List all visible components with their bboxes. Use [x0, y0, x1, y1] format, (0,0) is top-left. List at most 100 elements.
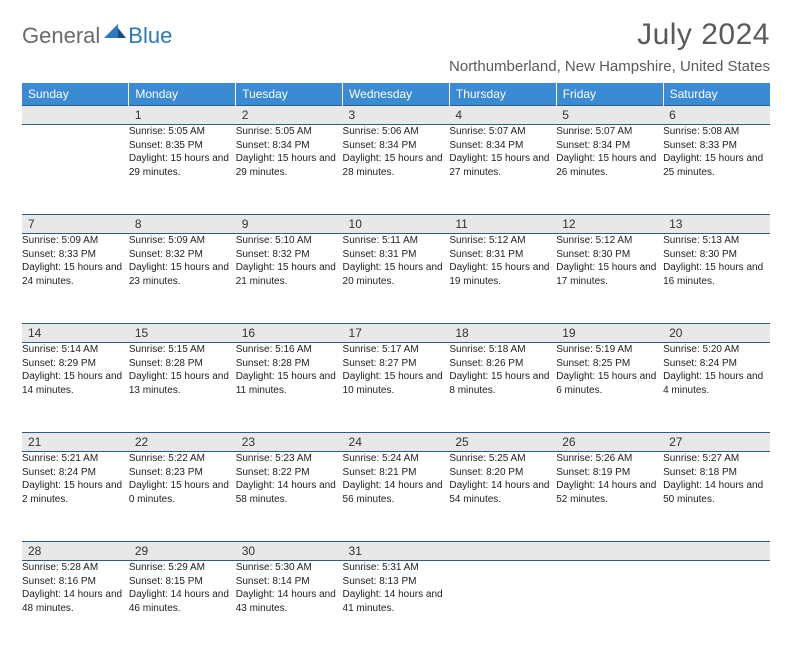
day-number: 8: [129, 215, 236, 233]
day-cell: Sunrise: 5:18 AM Sunset: 8:26 PM Dayligh…: [449, 343, 556, 433]
day-cell-text: Sunrise: 5:28 AM Sunset: 8:16 PM Dayligh…: [22, 561, 129, 615]
daynum-row: 28293031: [22, 542, 770, 561]
day-number: [663, 542, 770, 546]
daynum-cell: 12: [556, 215, 663, 234]
day-cell: Sunrise: 5:07 AM Sunset: 8:34 PM Dayligh…: [556, 125, 663, 215]
daynum-cell: [556, 542, 663, 561]
daynum-cell: 25: [449, 433, 556, 452]
day-cell-text: Sunrise: 5:09 AM Sunset: 8:32 PM Dayligh…: [129, 234, 236, 288]
day-number: 12: [556, 215, 663, 233]
daynum-cell: 10: [343, 215, 450, 234]
day-cell: Sunrise: 5:29 AM Sunset: 8:15 PM Dayligh…: [129, 561, 236, 651]
daynum-cell: 27: [663, 433, 770, 452]
daycontent-row: Sunrise: 5:09 AM Sunset: 8:33 PM Dayligh…: [22, 234, 770, 324]
title-block: July 2024 Northumberland, New Hampshire,…: [449, 18, 770, 75]
day-header: Thursday: [449, 83, 556, 106]
day-cell: Sunrise: 5:13 AM Sunset: 8:30 PM Dayligh…: [663, 234, 770, 324]
day-number: 31: [343, 542, 450, 560]
day-header-row: Sunday Monday Tuesday Wednesday Thursday…: [22, 83, 770, 106]
day-cell-text: Sunrise: 5:30 AM Sunset: 8:14 PM Dayligh…: [236, 561, 343, 615]
day-number: 28: [22, 542, 129, 560]
day-cell-text: Sunrise: 5:08 AM Sunset: 8:33 PM Dayligh…: [663, 125, 770, 179]
location-text: Northumberland, New Hampshire, United St…: [449, 58, 770, 75]
day-number: 23: [236, 433, 343, 451]
day-cell-text: Sunrise: 5:14 AM Sunset: 8:29 PM Dayligh…: [22, 343, 129, 397]
day-number: 29: [129, 542, 236, 560]
day-cell-text: Sunrise: 5:18 AM Sunset: 8:26 PM Dayligh…: [449, 343, 556, 397]
day-cell: Sunrise: 5:06 AM Sunset: 8:34 PM Dayligh…: [343, 125, 450, 215]
day-cell: Sunrise: 5:05 AM Sunset: 8:34 PM Dayligh…: [236, 125, 343, 215]
daynum-cell: [449, 542, 556, 561]
day-cell: Sunrise: 5:22 AM Sunset: 8:23 PM Dayligh…: [129, 452, 236, 542]
day-cell-text: Sunrise: 5:27 AM Sunset: 8:18 PM Dayligh…: [663, 452, 770, 506]
day-number: 16: [236, 324, 343, 342]
day-cell-text: Sunrise: 5:12 AM Sunset: 8:31 PM Dayligh…: [449, 234, 556, 288]
day-cell: Sunrise: 5:14 AM Sunset: 8:29 PM Dayligh…: [22, 343, 129, 433]
daynum-cell: 11: [449, 215, 556, 234]
day-cell: Sunrise: 5:30 AM Sunset: 8:14 PM Dayligh…: [236, 561, 343, 651]
day-number: 4: [449, 106, 556, 124]
day-number: 26: [556, 433, 663, 451]
day-header: Saturday: [663, 83, 770, 106]
daynum-cell: 4: [449, 106, 556, 125]
day-header: Wednesday: [343, 83, 450, 106]
daynum-cell: 9: [236, 215, 343, 234]
daynum-cell: 31: [343, 542, 450, 561]
day-cell-text: Sunrise: 5:12 AM Sunset: 8:30 PM Dayligh…: [556, 234, 663, 288]
day-cell: Sunrise: 5:16 AM Sunset: 8:28 PM Dayligh…: [236, 343, 343, 433]
daynum-cell: 30: [236, 542, 343, 561]
day-cell-text: Sunrise: 5:19 AM Sunset: 8:25 PM Dayligh…: [556, 343, 663, 397]
day-cell-text: Sunrise: 5:15 AM Sunset: 8:28 PM Dayligh…: [129, 343, 236, 397]
day-number: 10: [343, 215, 450, 233]
daynum-cell: 17: [343, 324, 450, 343]
day-number: 7: [22, 215, 129, 233]
day-cell-text: Sunrise: 5:31 AM Sunset: 8:13 PM Dayligh…: [343, 561, 450, 615]
day-header: Monday: [129, 83, 236, 106]
daynum-cell: 14: [22, 324, 129, 343]
day-number: 11: [449, 215, 556, 233]
calendar-table: Sunday Monday Tuesday Wednesday Thursday…: [22, 83, 770, 651]
day-cell: Sunrise: 5:23 AM Sunset: 8:22 PM Dayligh…: [236, 452, 343, 542]
day-cell: [556, 561, 663, 651]
day-cell: Sunrise: 5:21 AM Sunset: 8:24 PM Dayligh…: [22, 452, 129, 542]
day-header: Tuesday: [236, 83, 343, 106]
day-cell: Sunrise: 5:19 AM Sunset: 8:25 PM Dayligh…: [556, 343, 663, 433]
day-number: 14: [22, 324, 129, 342]
daynum-cell: 23: [236, 433, 343, 452]
daynum-cell: 28: [22, 542, 129, 561]
day-cell: Sunrise: 5:11 AM Sunset: 8:31 PM Dayligh…: [343, 234, 450, 324]
day-header: Sunday: [22, 83, 129, 106]
day-header: Friday: [556, 83, 663, 106]
day-number: 21: [22, 433, 129, 451]
day-cell: Sunrise: 5:12 AM Sunset: 8:30 PM Dayligh…: [556, 234, 663, 324]
daynum-cell: 19: [556, 324, 663, 343]
day-number: 3: [343, 106, 450, 124]
day-number: 13: [663, 215, 770, 233]
daynum-row: 21222324252627: [22, 433, 770, 452]
daynum-cell: 20: [663, 324, 770, 343]
day-cell-text: Sunrise: 5:13 AM Sunset: 8:30 PM Dayligh…: [663, 234, 770, 288]
day-cell: Sunrise: 5:07 AM Sunset: 8:34 PM Dayligh…: [449, 125, 556, 215]
day-cell: Sunrise: 5:24 AM Sunset: 8:21 PM Dayligh…: [343, 452, 450, 542]
daynum-cell: 6: [663, 106, 770, 125]
header: General Blue July 2024 Northumberland, N…: [22, 18, 770, 75]
day-number: 6: [663, 106, 770, 124]
day-number: 5: [556, 106, 663, 124]
day-cell: Sunrise: 5:15 AM Sunset: 8:28 PM Dayligh…: [129, 343, 236, 433]
daycontent-row: Sunrise: 5:05 AM Sunset: 8:35 PM Dayligh…: [22, 125, 770, 215]
daycontent-row: Sunrise: 5:21 AM Sunset: 8:24 PM Dayligh…: [22, 452, 770, 542]
day-cell-text: Sunrise: 5:26 AM Sunset: 8:19 PM Dayligh…: [556, 452, 663, 506]
daynum-cell: 5: [556, 106, 663, 125]
day-number: 15: [129, 324, 236, 342]
month-title: July 2024: [449, 18, 770, 52]
day-cell-text: Sunrise: 5:09 AM Sunset: 8:33 PM Dayligh…: [22, 234, 129, 288]
day-number: 9: [236, 215, 343, 233]
day-cell-text: Sunrise: 5:29 AM Sunset: 8:15 PM Dayligh…: [129, 561, 236, 615]
day-cell: [22, 125, 129, 215]
day-cell: [449, 561, 556, 651]
day-number: 20: [663, 324, 770, 342]
day-cell: Sunrise: 5:28 AM Sunset: 8:16 PM Dayligh…: [22, 561, 129, 651]
day-cell-text: Sunrise: 5:05 AM Sunset: 8:34 PM Dayligh…: [236, 125, 343, 179]
day-number: 30: [236, 542, 343, 560]
day-cell-text: Sunrise: 5:17 AM Sunset: 8:27 PM Dayligh…: [343, 343, 450, 397]
